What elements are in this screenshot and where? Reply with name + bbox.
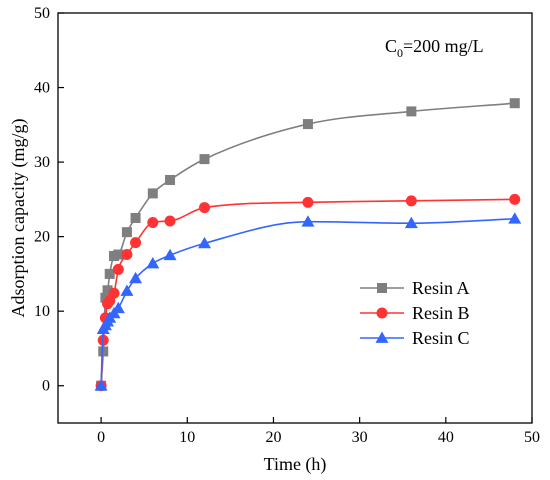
plot-area bbox=[94, 98, 522, 392]
legend-item-resin-a: Resin A bbox=[360, 278, 470, 298]
data-point-resin-b bbox=[405, 195, 417, 207]
data-point-resin-c bbox=[129, 271, 143, 284]
y-tick-label: 50 bbox=[34, 5, 50, 22]
data-point-resin-b bbox=[108, 287, 120, 299]
data-point-resin-b bbox=[199, 202, 211, 214]
data-point-resin-c bbox=[301, 215, 315, 227]
legend-label: Resin A bbox=[412, 278, 470, 298]
data-point-resin-b bbox=[112, 263, 124, 275]
legend: Resin A Resin B Resin C bbox=[360, 278, 470, 348]
data-point-resin-a bbox=[165, 174, 176, 185]
x-tick-label: 20 bbox=[265, 429, 281, 446]
data-point-resin-a bbox=[104, 268, 115, 279]
data-point-resin-b bbox=[509, 193, 521, 205]
axis-ticks: 0 10 20 30 40 50 0 10 20 30 40 50 bbox=[34, 5, 540, 446]
data-point-resin-c bbox=[163, 248, 177, 261]
data-point-resin-c bbox=[111, 301, 125, 314]
plot-frame bbox=[57, 12, 533, 424]
data-point-resin-c bbox=[508, 212, 522, 224]
legend-marker bbox=[375, 331, 389, 343]
y-tick-label: 40 bbox=[34, 80, 50, 97]
data-point-resin-c bbox=[120, 284, 134, 296]
data-point-resin-a bbox=[147, 188, 158, 199]
legend-item-resin-c: Resin C bbox=[360, 328, 470, 348]
y-tick-label: 20 bbox=[34, 229, 50, 246]
data-point-resin-b bbox=[302, 196, 314, 208]
x-tick-label: 0 bbox=[97, 429, 105, 446]
data-point-resin-a bbox=[102, 285, 113, 296]
x-axis-title: Time (h) bbox=[264, 454, 327, 475]
x-tick-label: 10 bbox=[179, 429, 195, 446]
legend-item-resin-b: Resin B bbox=[360, 303, 470, 323]
data-point-resin-b bbox=[130, 237, 142, 249]
legend-marker bbox=[376, 307, 388, 319]
x-tick-label: 50 bbox=[524, 429, 540, 446]
legend-label: Resin B bbox=[412, 303, 470, 323]
data-point-resin-b bbox=[121, 249, 133, 261]
y-tick-label: 30 bbox=[34, 154, 50, 171]
y-axis-title: Adsorption capacity (mg/g) bbox=[8, 119, 29, 318]
data-point-resin-a bbox=[199, 154, 210, 165]
data-point-resin-c bbox=[404, 216, 418, 229]
y-tick-label: 10 bbox=[34, 303, 50, 320]
data-point-resin-a bbox=[406, 106, 417, 117]
data-point-resin-c bbox=[146, 256, 160, 269]
data-point-resin-a bbox=[113, 249, 124, 260]
y-tick-label: 0 bbox=[42, 378, 50, 395]
data-point-resin-a bbox=[121, 227, 132, 238]
data-point-resin-c bbox=[198, 236, 212, 249]
data-point-resin-c bbox=[94, 379, 108, 391]
data-point-resin-a bbox=[130, 213, 141, 223]
data-point-resin-b bbox=[147, 216, 159, 228]
x-tick-label: 40 bbox=[438, 429, 454, 446]
data-point-resin-a bbox=[302, 119, 313, 130]
legend-label: Resin C bbox=[412, 328, 470, 348]
data-point-resin-a bbox=[509, 98, 520, 109]
concentration-annotation: C0=200 mg/L bbox=[385, 36, 484, 60]
series-resin-c bbox=[94, 212, 522, 391]
x-tick-label: 30 bbox=[352, 429, 368, 446]
data-point-resin-b bbox=[164, 215, 176, 227]
legend-marker bbox=[377, 283, 387, 293]
